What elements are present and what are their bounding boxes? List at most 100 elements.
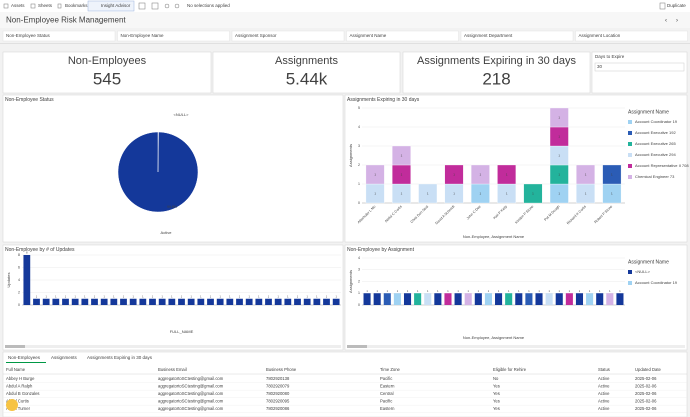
table-cell: No bbox=[493, 376, 499, 381]
table-tab[interactable]: Assignments bbox=[51, 355, 78, 360]
y-axis-title: Assignments bbox=[348, 144, 353, 167]
table-tab[interactable]: Non-Employees bbox=[8, 355, 41, 360]
active-tab-underline bbox=[6, 362, 46, 363]
segment-label: 1 bbox=[611, 191, 613, 195]
filter-label: Non-Employee Name bbox=[121, 33, 165, 38]
y-tick-label: 0 bbox=[18, 303, 20, 307]
toolbar-item[interactable]: Assets bbox=[11, 3, 25, 8]
bar bbox=[187, 298, 195, 305]
filter-box[interactable] bbox=[2, 30, 116, 42]
legend-label: Account Executive 265 bbox=[635, 141, 676, 146]
bar-value-label: 1 bbox=[457, 290, 459, 293]
bar-value-label: 1 bbox=[316, 295, 318, 298]
y-tick-label: 1 bbox=[358, 291, 360, 295]
table-header: Time Zone bbox=[380, 367, 401, 372]
table-cell: 2025-02-06 bbox=[635, 384, 657, 389]
table-tab[interactable]: Assignments Expiring in 30 days bbox=[87, 355, 153, 360]
bar-value-label: 1 bbox=[498, 290, 500, 293]
bar bbox=[265, 298, 272, 305]
bar bbox=[525, 293, 533, 305]
bar bbox=[303, 298, 311, 305]
duplicate-button[interactable]: Duplicate bbox=[667, 3, 686, 8]
filter-box[interactable] bbox=[231, 30, 345, 42]
table-cell: Active bbox=[598, 384, 610, 389]
bar bbox=[535, 293, 543, 305]
legend-title: Assignment Name bbox=[628, 109, 669, 115]
y-tick-label: 3 bbox=[358, 144, 360, 148]
bar-segment bbox=[470, 164, 490, 185]
bar-value-label: 1 bbox=[200, 295, 202, 298]
scrollbar[interactable] bbox=[5, 345, 341, 348]
toolbar-item[interactable]: Bookmarks bbox=[65, 3, 88, 8]
filter-label: Assignment Department bbox=[464, 33, 513, 38]
y-tick-label: 2 bbox=[18, 290, 20, 294]
bar-value-label: 1 bbox=[335, 295, 337, 298]
toolbar-icons bbox=[3, 2, 666, 10]
table-cell: Yes bbox=[493, 399, 500, 404]
table-cell: Abdul B Gonzales bbox=[6, 391, 40, 396]
legend-swatch bbox=[628, 175, 632, 179]
next-sheet[interactable]: › bbox=[676, 18, 678, 24]
segment-label: 1 bbox=[401, 172, 403, 176]
table-cell: aggregatortoSCtesting@gmail.com bbox=[158, 384, 224, 389]
bar bbox=[606, 293, 614, 305]
days-value: 30 bbox=[597, 64, 603, 69]
segment-label: 1 bbox=[585, 191, 587, 195]
kpi-value: 545 bbox=[93, 69, 121, 88]
legend-label: Account Representative II 708 bbox=[635, 163, 689, 168]
scrollbar-thumb[interactable] bbox=[347, 345, 367, 348]
table-cell: Yes bbox=[493, 384, 500, 389]
legend-label: Account Coordinator 19 bbox=[635, 280, 678, 285]
bar-value-label: 1 bbox=[268, 295, 270, 298]
scrollbar-thumb[interactable] bbox=[5, 345, 25, 348]
bar-value-label: 1 bbox=[366, 290, 368, 293]
bar bbox=[236, 298, 243, 305]
bar bbox=[23, 255, 31, 305]
days-input[interactable] bbox=[594, 62, 685, 72]
table-cell: Active bbox=[598, 406, 610, 411]
help-button[interactable] bbox=[6, 399, 18, 411]
bar bbox=[383, 293, 391, 305]
bar bbox=[284, 298, 292, 305]
table-panel bbox=[2, 351, 688, 417]
toolbar-item[interactable]: Insight Advisor bbox=[101, 3, 131, 8]
x-axis-title: FULL_NAME bbox=[170, 329, 194, 334]
days-label: Days to Expire bbox=[595, 54, 625, 59]
table-cell: Abdul Curtis bbox=[6, 399, 29, 404]
y-tick-label: 4 bbox=[358, 256, 360, 260]
filter-box[interactable] bbox=[117, 30, 230, 42]
filter-box[interactable] bbox=[346, 30, 459, 42]
segment-label: 1 bbox=[558, 191, 560, 195]
table-cell: 7802920086 bbox=[266, 406, 290, 411]
legend-label: Chemical Engineer 73 bbox=[635, 174, 675, 179]
bar bbox=[454, 293, 462, 305]
bar bbox=[484, 293, 492, 305]
chart-panel bbox=[2, 244, 344, 351]
prev-sheet[interactable]: ‹ bbox=[665, 18, 667, 24]
days-panel bbox=[591, 51, 688, 94]
segment-label: 1 bbox=[374, 172, 376, 176]
kpi-panel bbox=[212, 51, 401, 94]
filter-box[interactable] bbox=[575, 30, 688, 42]
bar-value-label: 1 bbox=[152, 295, 154, 298]
bar-value-label: 1 bbox=[488, 290, 490, 293]
bar bbox=[81, 298, 89, 305]
chart-title: Assignments Expiring in 30 days bbox=[347, 97, 420, 103]
bar bbox=[424, 293, 432, 305]
filter-box[interactable] bbox=[460, 30, 574, 42]
insight-advisor-active[interactable] bbox=[87, 0, 135, 12]
bar-value-label: 1 bbox=[559, 290, 561, 293]
bar-value-label: 1 bbox=[306, 295, 308, 298]
filter-label: Assignment Location bbox=[579, 33, 621, 38]
scrollbar[interactable] bbox=[347, 345, 685, 348]
x-axis-title: Non-Employee, Assignment Name bbox=[463, 335, 525, 340]
kpi-label: Assignments Expiring in 30 days bbox=[417, 55, 576, 67]
segment-label: 1 bbox=[480, 191, 482, 195]
bar-value-label: 1 bbox=[528, 290, 530, 293]
bar bbox=[245, 298, 253, 305]
y-axis-title: Assignments bbox=[348, 270, 353, 293]
bar-value-label: 1 bbox=[447, 290, 449, 293]
toolbar-item[interactable]: Sheets bbox=[38, 3, 53, 8]
bar-value-label: 1 bbox=[548, 290, 550, 293]
